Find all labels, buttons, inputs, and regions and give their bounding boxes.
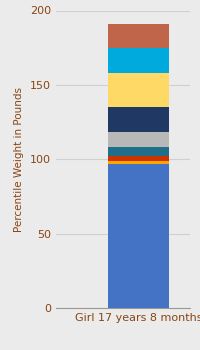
Bar bbox=[108, 161, 169, 164]
Bar bbox=[108, 147, 169, 156]
Y-axis label: Percentile Weight in Pounds: Percentile Weight in Pounds bbox=[14, 87, 24, 232]
Bar bbox=[108, 132, 169, 147]
Bar bbox=[108, 73, 169, 107]
Bar bbox=[108, 107, 169, 132]
Bar bbox=[108, 156, 169, 161]
Bar bbox=[108, 48, 169, 73]
Bar bbox=[108, 24, 169, 48]
Bar bbox=[108, 164, 169, 308]
